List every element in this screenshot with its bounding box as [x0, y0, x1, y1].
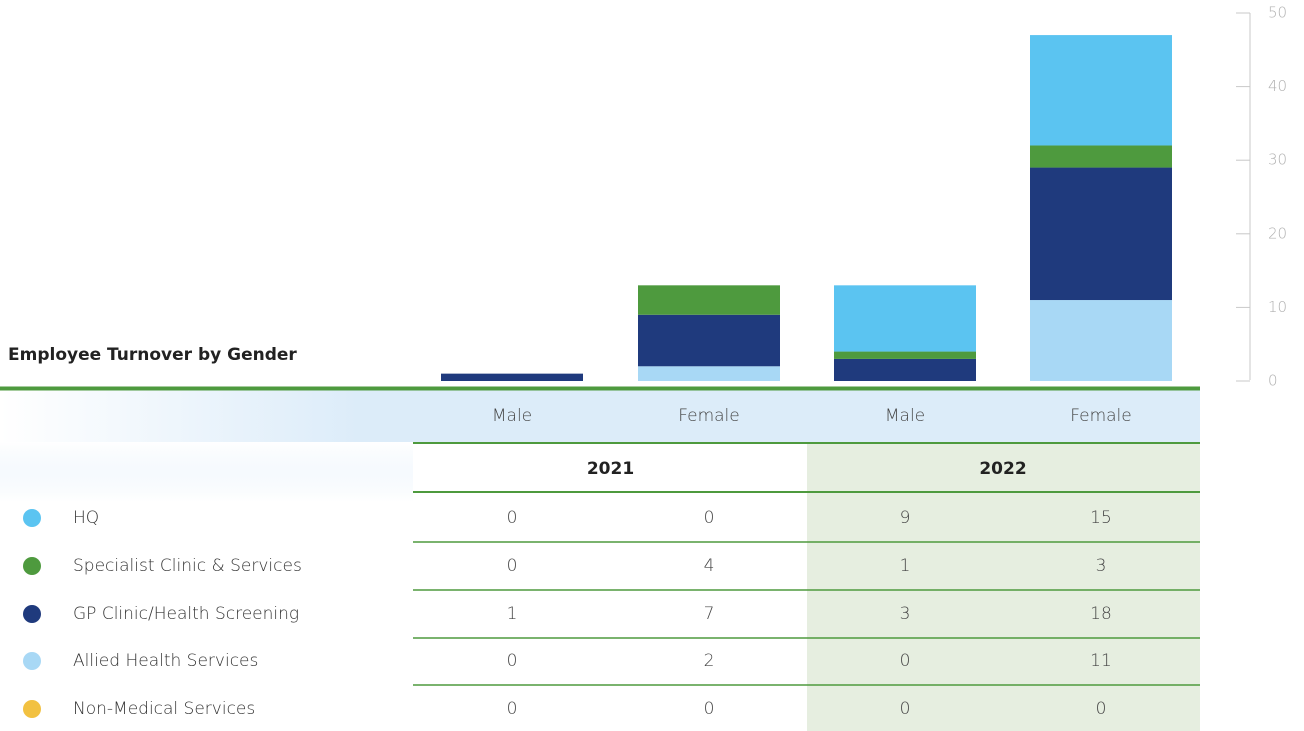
legend-label: Specialist Clinic & Services [73, 556, 302, 576]
y-tick-label: 0 [1268, 372, 1278, 390]
chart-title: Employee Turnover by Gender [8, 345, 297, 365]
table-cell: 0 [900, 651, 911, 671]
bar-segment [441, 373, 583, 381]
legend-label: HQ [73, 508, 99, 528]
y-tick-label: 40 [1268, 77, 1287, 95]
legend-swatch [23, 509, 41, 527]
bar-segment [834, 358, 976, 381]
legend-swatch [23, 700, 41, 718]
header-fade [0, 442, 413, 502]
column-label: Female [1070, 406, 1131, 426]
table-cell: 0 [507, 508, 518, 528]
year-label: 2021 [587, 459, 634, 479]
table-cell: 9 [900, 508, 911, 528]
legend-swatch [23, 652, 41, 670]
legend-label: Allied Health Services [73, 651, 258, 671]
legend-label: Non-Medical Services [73, 699, 255, 719]
year-label: 2022 [979, 459, 1026, 479]
y-tick-label: 30 [1268, 151, 1287, 169]
table-cell: 0 [704, 699, 715, 719]
bar-segment [834, 351, 976, 359]
year-band [807, 444, 1200, 731]
bar-segment [834, 285, 976, 352]
bar-segment [1030, 35, 1172, 146]
bar-segment [1030, 167, 1172, 301]
table-cell: 0 [1096, 699, 1107, 719]
table-cell: 3 [900, 604, 911, 624]
bar-segment [638, 285, 780, 315]
column-label: Male [492, 406, 532, 426]
table-cell: 11 [1090, 651, 1112, 671]
table-cell: 18 [1090, 604, 1112, 624]
y-tick-label: 10 [1268, 298, 1287, 316]
column-label: Male [885, 406, 925, 426]
table-cell: 1 [900, 556, 911, 576]
legend-label: GP Clinic/Health Screening [73, 604, 299, 624]
y-tick-label: 20 [1268, 224, 1287, 242]
bar-segment [638, 314, 780, 367]
bar-segment [1030, 300, 1172, 381]
table-cell: 0 [507, 651, 518, 671]
table-cell: 3 [1096, 556, 1107, 576]
table-cell: 0 [900, 699, 911, 719]
header-band [0, 390, 1200, 442]
bar-segment [638, 366, 780, 381]
legend-swatch [23, 605, 41, 623]
table-cell: 4 [704, 556, 715, 576]
table-cell: 0 [507, 556, 518, 576]
column-label: Female [678, 406, 739, 426]
table-cell: 1 [507, 604, 518, 624]
table-cell: 15 [1090, 508, 1112, 528]
legend-swatch [23, 557, 41, 575]
table-cell: 2 [704, 651, 715, 671]
table-cell: 0 [507, 699, 518, 719]
y-tick-label: 50 [1268, 4, 1287, 22]
table-cell: 7 [704, 604, 715, 624]
table-cell: 0 [704, 508, 715, 528]
bar-segment [1030, 145, 1172, 168]
